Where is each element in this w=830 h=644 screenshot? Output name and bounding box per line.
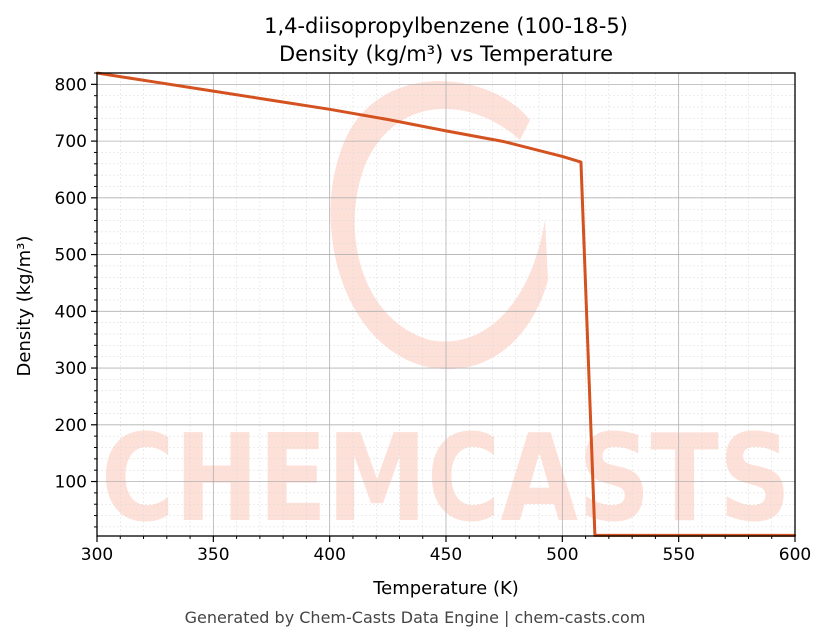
x-tick-label: 450 [430, 545, 462, 565]
chart-subtitle: Density (kg/m³) vs Temperature [279, 42, 613, 66]
x-axis-label: Temperature (K) [372, 578, 519, 599]
density-chart: 1,4-diisopropylbenzene (100-18-5) Densit… [14, 14, 811, 599]
x-tick-label: 400 [313, 545, 345, 565]
axis-ticks: 300 350 400 450 500 550 600 100 200 300 400 500 600 7… [55, 72, 811, 565]
y-tick-label: 100 [55, 473, 87, 493]
data-point [502, 140, 506, 143]
data-point [212, 89, 215, 93]
y-tick-label: 500 [55, 246, 87, 266]
y-tick-label: 700 [55, 132, 87, 152]
y-axis-label: Density (kg/m³) [14, 236, 35, 377]
data-point [386, 118, 390, 121]
y-tick-label: 600 [55, 189, 87, 209]
data-point [153, 80, 157, 84]
x-tick-label: 350 [197, 545, 229, 565]
x-tick-label: 500 [546, 545, 578, 565]
y-tick-label: 300 [55, 359, 87, 379]
data-point [444, 129, 448, 133]
chart-title: 1,4-diisopropylbenzene (100-18-5) [264, 14, 628, 38]
data-point [270, 99, 273, 102]
x-tick-label: 550 [662, 545, 694, 565]
footer-credit: Generated by Chem-Casts Data Engine | ch… [184, 608, 646, 627]
data-point [328, 108, 331, 111]
data-point [579, 160, 583, 164]
data-point [561, 155, 564, 158]
major-grid [96, 73, 796, 536]
x-tick-label: 600 [779, 545, 811, 565]
y-tick-label: 400 [55, 302, 87, 322]
y-tick-label: 800 [55, 75, 87, 95]
watermark-logo-swirl [330, 81, 548, 370]
x-tick-label: 300 [81, 545, 113, 565]
y-tick-label: 200 [55, 416, 87, 436]
